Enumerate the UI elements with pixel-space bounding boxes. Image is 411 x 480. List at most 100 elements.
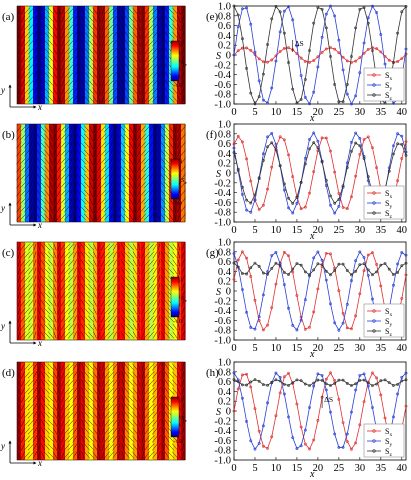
spin-arrow	[92, 435, 98, 443]
spin-arrow	[78, 451, 80, 459]
spin-arrow	[128, 205, 134, 213]
spin-arrow	[152, 7, 158, 15]
spin-arrow	[147, 31, 155, 39]
spin-arrow	[60, 267, 66, 275]
spin-arrow	[124, 23, 130, 31]
spin-arrow	[27, 403, 35, 411]
spin-arrow	[81, 451, 85, 459]
spin-arrow	[137, 371, 141, 379]
spin-arrow	[44, 125, 50, 133]
spin-arrow	[23, 283, 31, 291]
series-point	[287, 153, 290, 157]
spin-arrow	[32, 15, 38, 23]
series-point	[278, 30, 282, 34]
spin-arrow	[92, 411, 98, 419]
spin-arrow	[92, 403, 98, 411]
spin-arrow	[78, 71, 80, 79]
series-point	[371, 406, 374, 409]
spin-arrow	[107, 299, 115, 307]
series-point	[387, 267, 391, 271]
spin-arrow	[28, 315, 34, 323]
spin-arrow	[162, 371, 164, 379]
spin-column	[137, 242, 142, 340]
spin-arrow	[107, 283, 115, 291]
spin-arrow	[117, 47, 121, 55]
series-point	[354, 94, 358, 98]
spin-arrow	[117, 411, 121, 419]
spin-arrow	[43, 87, 51, 95]
spin-arrow	[103, 267, 111, 275]
spin-arrow	[20, 47, 26, 55]
spin-arrow	[43, 307, 51, 315]
spin-arrow	[121, 47, 125, 55]
series-point	[257, 208, 261, 211]
spin-arrow	[19, 165, 27, 173]
series-point	[282, 9, 286, 13]
spin-arrow	[101, 387, 105, 395]
spin-arrow	[132, 331, 138, 339]
spin-arrow	[49, 149, 53, 157]
spin-arrow	[63, 205, 71, 213]
spin-arrow	[67, 443, 75, 451]
spin-arrow	[23, 403, 31, 411]
spin-arrow	[142, 71, 144, 79]
spin-arrow	[93, 315, 97, 323]
series-point	[282, 182, 286, 186]
spin-arrow	[143, 251, 151, 259]
spin-arrow	[132, 427, 138, 435]
spin-arrow	[81, 39, 85, 47]
spin-arrow	[172, 267, 178, 275]
spin-arrow	[58, 39, 60, 47]
spin-column	[125, 124, 130, 222]
spin-arrow	[100, 275, 106, 283]
spin-arrow	[104, 39, 110, 47]
spin-arrow	[164, 55, 170, 63]
series-point	[329, 149, 332, 153]
spin-arrow	[157, 133, 161, 141]
spin-arrow	[24, 197, 30, 205]
spin-arrow	[43, 31, 51, 39]
spin-arrow	[44, 133, 50, 141]
spin-arrow	[61, 427, 65, 435]
spin-arrow	[47, 95, 55, 103]
spin-arrow	[117, 31, 121, 39]
spin-arrow	[144, 411, 150, 419]
spin-arrow	[20, 275, 26, 283]
spin-arrow	[84, 395, 90, 403]
series-point	[354, 141, 358, 145]
spin-arrow	[161, 331, 165, 339]
spin-arrow	[123, 307, 131, 315]
series-point	[400, 142, 404, 146]
spin-arrow	[152, 435, 158, 443]
spin-arrow	[96, 149, 102, 157]
spin-arrow	[164, 387, 170, 395]
spin-column	[101, 242, 106, 340]
spin-arrow	[61, 395, 65, 403]
spin-arrow	[78, 283, 80, 291]
spin-arrow	[181, 283, 185, 291]
spin-column	[21, 6, 26, 104]
spin-arrow	[56, 181, 62, 189]
spin-arrow	[152, 419, 158, 427]
spin-arrow	[137, 411, 141, 419]
spin-arrow	[167, 323, 175, 331]
spin-arrow	[119, 173, 127, 181]
spin-arrow	[27, 419, 35, 427]
spin-arrow	[52, 63, 58, 71]
spin-arrow	[58, 71, 60, 79]
series-point	[379, 284, 383, 288]
spin-arrow	[157, 157, 161, 165]
spin-arrow	[162, 435, 164, 443]
spin-arrow	[134, 213, 136, 221]
series-point	[261, 271, 265, 275]
spin-arrow	[142, 79, 144, 87]
spin-arrow	[127, 403, 135, 411]
spin-arrow	[162, 15, 164, 23]
spin-arrow	[29, 165, 33, 173]
series-point	[295, 378, 299, 382]
spin-arrow	[132, 47, 138, 55]
series-point	[257, 315, 261, 319]
spin-arrow	[92, 419, 98, 427]
spin-arrow	[92, 39, 98, 47]
